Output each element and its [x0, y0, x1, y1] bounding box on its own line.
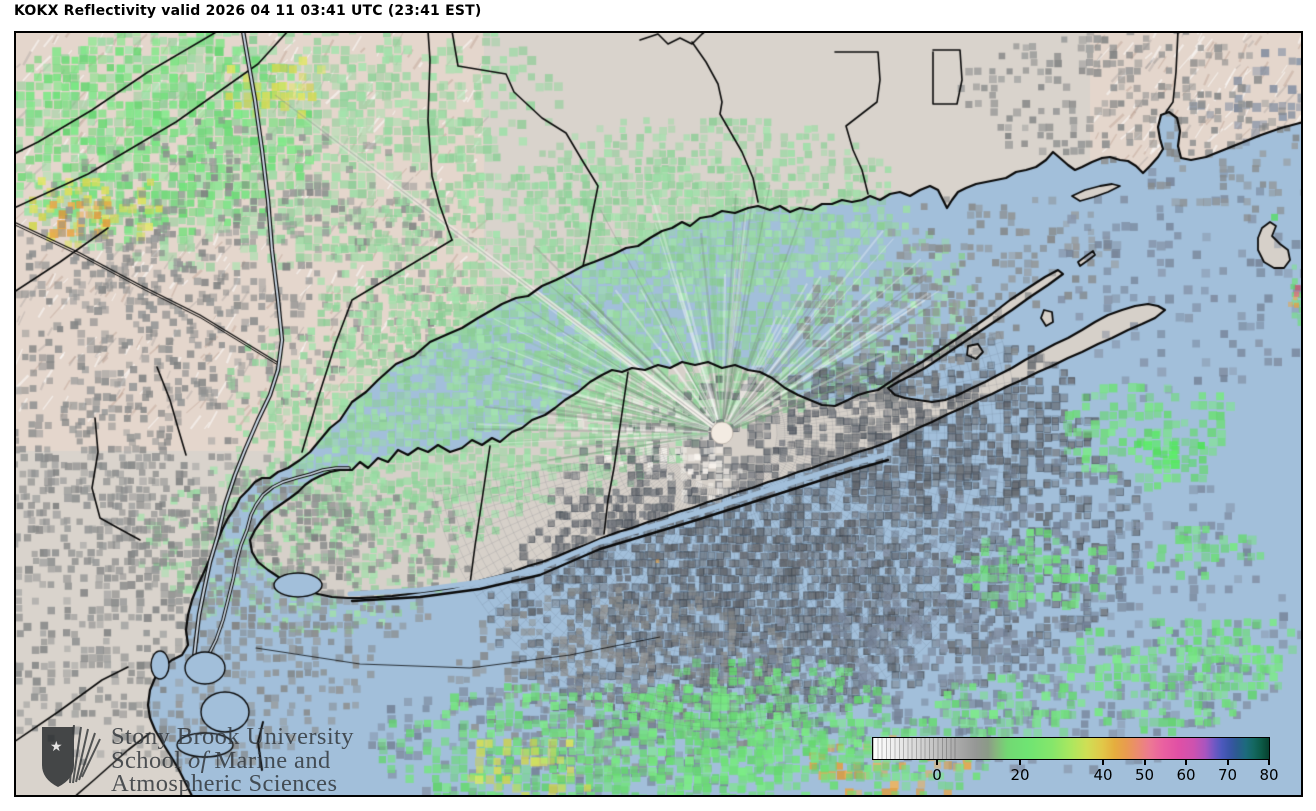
colorbar-tick-label: 60	[1176, 766, 1196, 784]
colorbar-tick-mark	[936, 760, 938, 765]
colorbar-tick-mark	[1143, 760, 1146, 765]
colorbar-tick-label: 50	[1134, 766, 1155, 784]
colorbar-tick-label: 20	[1010, 766, 1030, 784]
colorbar-tick-mark	[1185, 760, 1187, 765]
colorbar-tick-mark	[1268, 760, 1270, 765]
colorbar-tick-label: 70	[1217, 766, 1238, 784]
radar-map-canvas	[16, 33, 1301, 795]
page-title: KOKX Reflectivity valid 2026 04 11 03:41…	[14, 3, 482, 19]
colorbar-bin-stripes	[873, 738, 957, 759]
colorbar-tick-mark	[1226, 760, 1229, 765]
radar-map: ★ Stony Brook University School of Marin…	[14, 31, 1303, 797]
colorbar-tick-mark	[1019, 760, 1021, 765]
colorbar-tick-mark	[1102, 760, 1104, 765]
reflectivity-colorbar: 0 20 40 50 60 70 80	[872, 737, 1279, 789]
colorbar-tick-label: 0	[932, 766, 942, 784]
colorbar-tick-label: 80	[1259, 766, 1279, 784]
colorbar-gradient	[872, 737, 1270, 760]
colorbar-tick-label: 40	[1093, 766, 1113, 784]
